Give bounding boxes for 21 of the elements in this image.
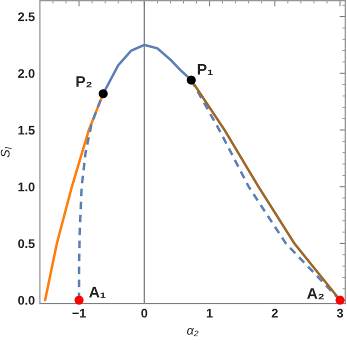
y-tick-label: 1.5 bbox=[18, 126, 35, 135]
x-tick-label: 2 bbox=[272, 308, 278, 318]
point bbox=[74, 296, 84, 305]
annotation: A₂ bbox=[307, 288, 324, 300]
y-tick-label: 0.0 bbox=[18, 296, 35, 305]
point bbox=[186, 76, 196, 85]
y-tick-label: 2.5 bbox=[18, 12, 35, 22]
x-tick-label: 3 bbox=[336, 308, 344, 318]
x-tick-label: 0 bbox=[141, 308, 148, 318]
annotation: P₁ bbox=[198, 64, 213, 76]
y-tick-label: 2.0 bbox=[18, 69, 35, 78]
y-tick-label: 0.5 bbox=[18, 239, 35, 248]
y-axis-title: S$_{l}$ bbox=[0, 146, 12, 158]
point bbox=[336, 296, 345, 305]
x-tick-label: 1 bbox=[206, 308, 213, 318]
y-tick-label: 1.0 bbox=[18, 182, 35, 192]
annotation: P₂ bbox=[76, 76, 92, 88]
point bbox=[98, 89, 108, 98]
x-tick-label: −1 bbox=[72, 308, 86, 318]
annotation: A₁ bbox=[89, 286, 106, 298]
x-axis-title: α₂ bbox=[187, 328, 198, 336]
